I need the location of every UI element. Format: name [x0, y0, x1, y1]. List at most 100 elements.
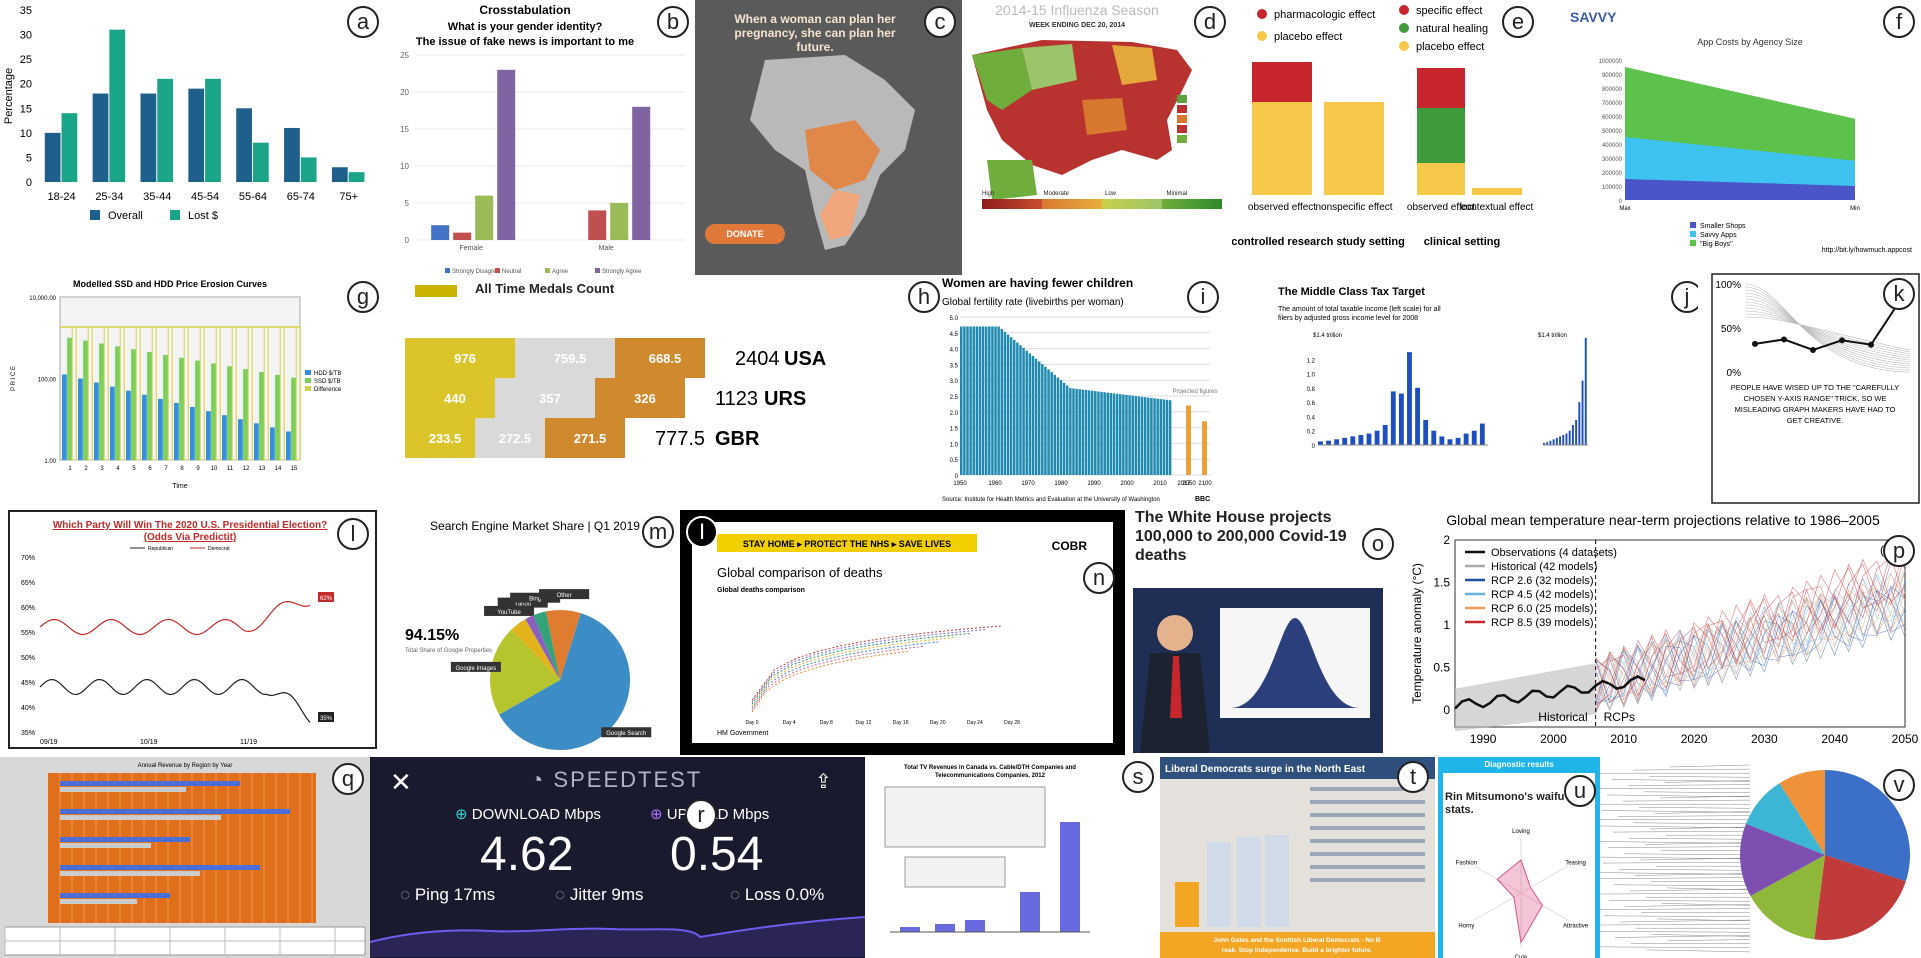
chart-m: Search Engine Market Share | Q1 2019 94.1…	[405, 519, 652, 750]
text-line	[1310, 865, 1425, 869]
y-axis-label: Percentage	[3, 68, 15, 124]
bar-ssd	[67, 337, 72, 460]
legend-swatch	[445, 268, 450, 273]
label-leader-line	[1614, 935, 1751, 938]
bar-party	[1265, 835, 1289, 927]
legend-dot	[1399, 5, 1409, 15]
data-point	[1810, 347, 1816, 353]
y-tick-label: 5	[405, 199, 410, 208]
panel-label-s: s	[1122, 761, 1154, 793]
bar-income	[1584, 337, 1587, 445]
bar-overall-25-34	[92, 93, 109, 182]
bar-fertility	[1134, 396, 1138, 475]
subtitle-d: WEEK ENDING DEC 20, 2014	[1028, 22, 1126, 29]
y-top-label: $1.4 trillion	[1538, 333, 1567, 339]
bar-income	[1423, 420, 1429, 445]
medal-value: 233.5	[429, 431, 462, 446]
y-tick-label: 1.0	[1307, 373, 1316, 379]
radar-axis-label: Teasing	[1565, 861, 1586, 867]
close-icon[interactable]: ✕	[390, 767, 412, 797]
share-icon[interactable]: ⇪	[815, 771, 832, 793]
chart-e: pharmacologic effect placebo effect specif…	[1232, 5, 1534, 248]
x-tick-label: 2	[84, 466, 88, 472]
x-tick-label: Day 20	[930, 720, 946, 726]
bar-income	[1562, 435, 1565, 445]
label-leader-line	[1600, 946, 1751, 949]
legend-swatch	[1690, 240, 1696, 246]
country-line-3	[751, 637, 955, 707]
bar-fertility	[1066, 385, 1069, 475]
download-header: ⊕ DOWNLOAD Mbps	[455, 805, 601, 823]
legend-swatch	[1690, 222, 1696, 228]
panel-s: Total TV Revenues in Canada vs. Cable/DT…	[865, 757, 1160, 958]
x-tick-label: 1980	[1054, 481, 1068, 487]
label-leader-line	[1612, 830, 1751, 833]
speed-graph-area	[370, 917, 865, 957]
x-tick-label: Female	[460, 245, 483, 252]
radar-axis-label: Cute	[1515, 955, 1528, 958]
bar-hdd	[206, 411, 211, 460]
label-leader-line	[1664, 780, 1751, 783]
bar-hdd	[222, 415, 227, 460]
x-label-contextual: contextual effect	[1461, 202, 1534, 213]
pie-slice-google-search	[499, 613, 630, 750]
bar-female-1	[453, 232, 472, 240]
big-stat-sub: Total Share of Google Properties	[405, 648, 492, 654]
legend-dot	[1399, 23, 1409, 33]
bar-fertility	[1143, 397, 1147, 475]
slice-label: Other	[557, 593, 572, 599]
bar-fertility	[1075, 388, 1078, 475]
bar-fertility	[991, 326, 994, 475]
label-leader-line	[1622, 799, 1751, 802]
medal-block-URS-2	[595, 378, 685, 418]
bar-overall-45-54	[188, 88, 205, 182]
bar-fertility	[981, 326, 985, 475]
legend-label: natural healing	[1416, 23, 1488, 35]
y-tick-label: 2	[1443, 533, 1450, 547]
brand-text: SPEEDTEST	[553, 767, 703, 792]
chart-n: STAY HOME ▸ PROTECT THE NHS ▸ SAVE LIVES…	[717, 534, 1087, 737]
rcp-model-line	[1595, 571, 1906, 696]
x-tick-label: 8	[180, 466, 184, 472]
y-tick-label: 100%	[1715, 280, 1741, 291]
note-box	[884, 786, 1046, 848]
label-leader-line	[1649, 826, 1751, 830]
country-code: USA	[784, 348, 826, 370]
bar-fertility	[1078, 389, 1081, 475]
bar-nonspecific-placebo	[1324, 102, 1384, 195]
medal-block-GBR-0	[405, 418, 475, 458]
bar-observed-placebo	[1252, 102, 1312, 195]
y-tick-label: 15	[400, 125, 409, 134]
y-axis-label: P R I C E	[11, 366, 17, 391]
chart-i: Women are having fewer children Global fe…	[942, 276, 1218, 503]
panel-r: ✕ ◔ SPEEDTEST ⇪ ⊕ DOWNLOAD Mbps ⊕ UPLOAD…	[370, 757, 865, 958]
donate-button[interactable]: DONATE	[705, 224, 785, 244]
medal-block-URS-0	[405, 378, 495, 418]
bar-female-3	[497, 69, 516, 240]
jitter-row: ◌ Jitter 9ms	[555, 885, 644, 905]
radar-spoke	[1520, 892, 1569, 921]
loss-row: ◌ Loss 0.0%	[730, 885, 824, 905]
alaska	[987, 160, 1037, 200]
data-point	[1868, 341, 1874, 348]
bar-fertility	[1109, 393, 1113, 475]
x-tick-label: 2010	[1153, 481, 1167, 487]
y-tick-label: 0	[1312, 444, 1316, 450]
y-tick-label: 60%	[21, 605, 35, 612]
x-tick-label: 1960	[988, 481, 1002, 487]
x-tick-label: 75+	[339, 191, 358, 203]
legend-d: High Moderate Low Minimal	[982, 191, 1222, 209]
bar-fertility	[1090, 390, 1094, 475]
legend-label: pharmacologic effect	[1274, 9, 1375, 21]
bar-hdd	[190, 407, 195, 460]
x-tick-label: Day 4	[783, 720, 796, 726]
chart-subtitle-2: The issue of fake news is important to m…	[416, 36, 634, 48]
legend-label: Strongly Disagree	[452, 269, 500, 275]
bar-fertility	[1153, 398, 1156, 475]
label-leader-line	[1624, 904, 1751, 907]
y-tick-label: 1.2	[1307, 358, 1316, 364]
legend-moderate: Moderate	[1043, 191, 1069, 197]
bar-region-a	[60, 865, 260, 870]
bar-region-a	[60, 781, 240, 786]
chart-subtitle: Global fertility rate (livebirths per wo…	[942, 297, 1124, 308]
